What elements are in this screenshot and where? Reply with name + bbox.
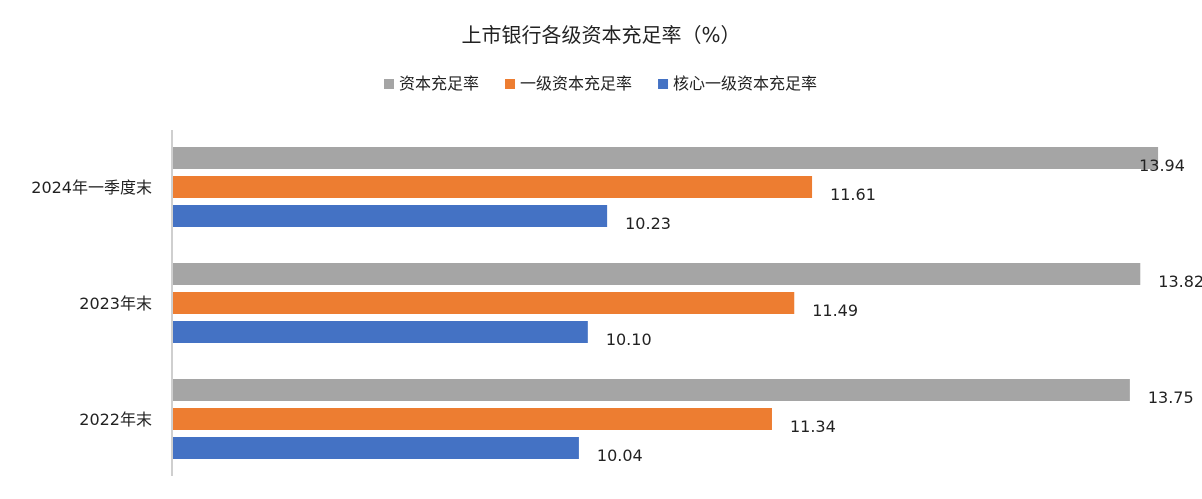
legend-swatch	[658, 79, 669, 89]
legend-label: 一级资本充足率	[520, 74, 632, 93]
bar	[173, 147, 1159, 169]
legend-item: 资本充足率	[384, 74, 479, 93]
category-axis-labels: 2024年一季度末 2023年末 2022年末	[31, 178, 152, 429]
legend-label: 核心一级资本充足率	[673, 74, 817, 93]
legend-label: 资本充足率	[399, 74, 479, 93]
legend-item: 一级资本充足率	[505, 74, 632, 93]
category-label: 2023年末	[79, 294, 152, 313]
chart-title: 上市银行各级资本充足率（%）	[461, 23, 740, 47]
data-label: 10.23	[625, 214, 671, 233]
bar	[173, 205, 608, 227]
bar	[173, 408, 772, 430]
bar	[173, 292, 795, 314]
data-label: 10.10	[606, 330, 652, 349]
bar	[173, 437, 579, 459]
legend-item: 核心一级资本充足率	[658, 74, 817, 93]
data-labels: 13.94 11.61 10.23 13.82 11.49 10.10 13.75 11.34…	[597, 156, 1202, 465]
bar	[173, 379, 1130, 401]
category-label: 2022年末	[79, 410, 152, 429]
category-label: 2024年一季度末	[31, 178, 152, 197]
bar	[173, 321, 588, 343]
bar	[173, 263, 1141, 285]
data-label: 13.82	[1158, 272, 1202, 291]
legend-swatch	[384, 79, 394, 89]
bar	[173, 176, 813, 198]
legend-swatch	[505, 79, 516, 89]
bars	[173, 147, 1159, 459]
data-label: 11.34	[790, 417, 836, 436]
legend: 资本充足率 一级资本充足率 核心一级资本充足率	[384, 74, 817, 93]
data-label: 13.94	[1139, 156, 1185, 175]
data-label: 11.49	[812, 301, 858, 320]
data-label: 13.75	[1148, 388, 1194, 407]
data-label: 10.04	[597, 446, 643, 465]
data-label: 11.61	[830, 185, 876, 204]
